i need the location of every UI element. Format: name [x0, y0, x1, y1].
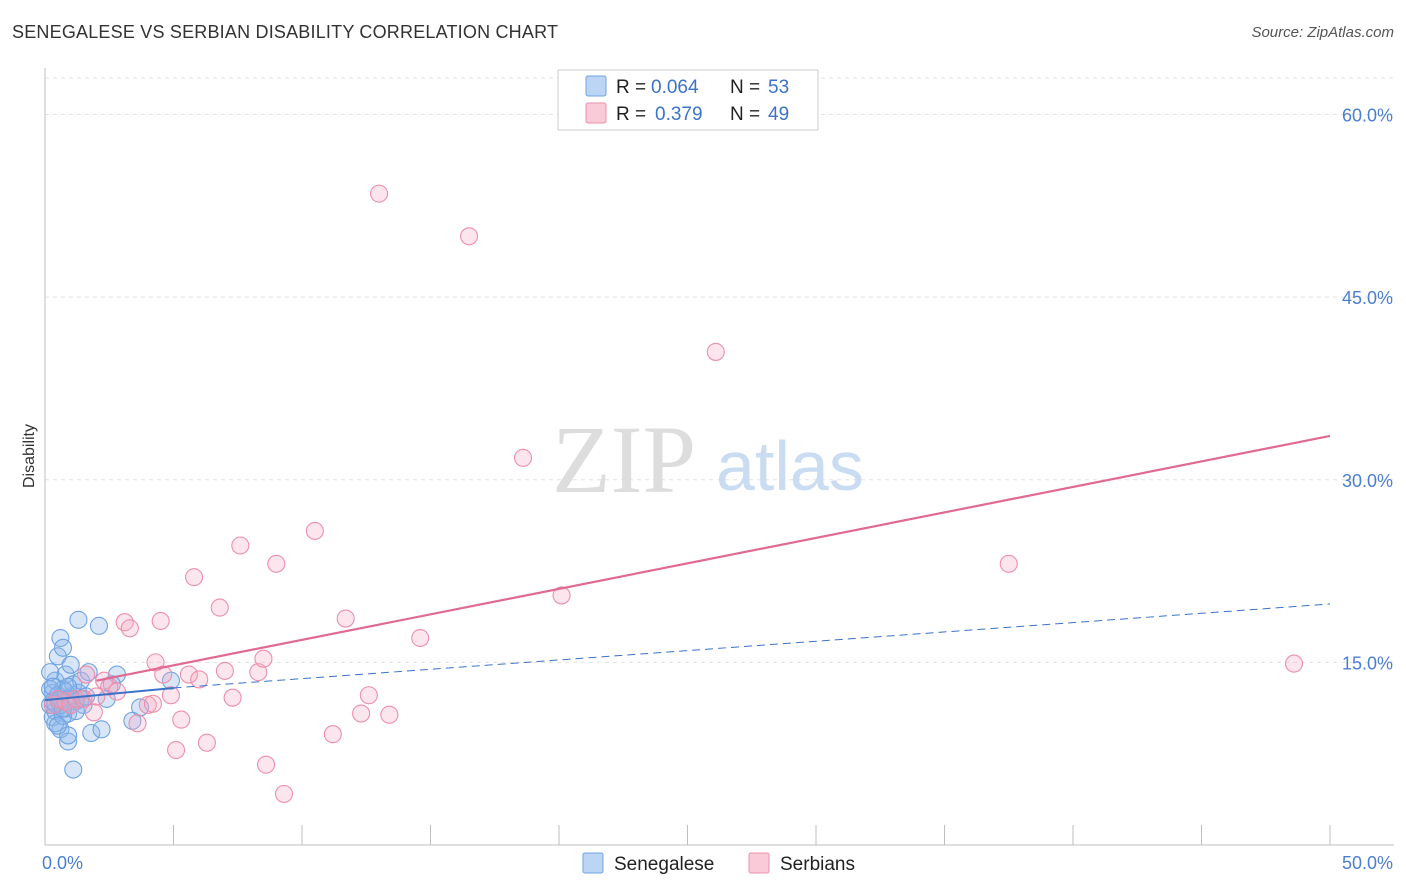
senegalese-point-5 — [48, 647, 67, 666]
bottom-legend-serbians: Serbians — [780, 854, 855, 875]
senegalese-point-37 — [46, 714, 65, 733]
serbian-point-27 — [210, 598, 229, 617]
serbian-point-48 — [999, 554, 1018, 573]
serbian-point-24 — [185, 568, 204, 587]
serbian-point-13 — [120, 619, 139, 638]
data-points — [41, 184, 1304, 803]
serbian-point-25 — [190, 670, 209, 689]
serbian-point-37 — [323, 725, 342, 744]
senegalese-point-26 — [79, 663, 98, 682]
serbian-point-30 — [231, 536, 250, 555]
serbian-point-47 — [706, 342, 725, 361]
senegalese-point-27 — [82, 723, 101, 743]
serbian-point-32 — [254, 649, 273, 668]
legend-swatch-serbians — [585, 102, 607, 124]
serbian-point-45 — [513, 448, 533, 467]
senegalese-point-9 — [53, 638, 73, 657]
senegalese-point-15 — [61, 655, 80, 674]
senegalese-point-18 — [64, 760, 83, 779]
y-axis-label: Disability — [21, 424, 38, 488]
x-tick-label-0: 0.0% — [42, 853, 83, 873]
serbian-point-38 — [336, 609, 355, 628]
serbian-trend-line — [96, 434, 1331, 682]
senegalese-point-48 — [48, 716, 67, 735]
watermark-zip: ZIP — [552, 406, 696, 513]
serbian-point-36 — [305, 521, 324, 540]
serbian-point-40 — [359, 686, 378, 705]
legend-swatch-senegalese — [585, 75, 607, 97]
serbian-point-42 — [370, 184, 389, 203]
serbian-point-16 — [143, 694, 162, 713]
y-tick-label-2: 45.0% — [1342, 288, 1393, 308]
serbian-point-23 — [179, 665, 198, 684]
senegalese-point-45 — [41, 663, 60, 682]
senegalese-point-14 — [59, 732, 78, 751]
serbian-point-6 — [77, 665, 96, 684]
senegalese-trend-solid — [44, 686, 174, 702]
bottom-legend: Senegalese Serbians — [582, 852, 855, 875]
serbian-point-29 — [223, 688, 242, 707]
serbian-point-18 — [151, 611, 170, 631]
serbian-point-20 — [161, 686, 180, 705]
y-tick-labels: 15.0% 30.0% 45.0% 60.0% — [1342, 106, 1393, 674]
legend-r-label-1: R = — [616, 77, 646, 98]
serbian-point-44 — [459, 227, 479, 246]
source-label: Source: ZipAtlas.com — [1251, 24, 1394, 41]
y-tick-label-0: 15.0% — [1342, 653, 1393, 673]
senegalese-point-32 — [123, 711, 142, 730]
y-tick-label-1: 30.0% — [1342, 471, 1393, 491]
senegalese-point-28 — [89, 616, 109, 635]
legend-n-label-2: N = — [730, 104, 760, 125]
legend-n-value-1: 53 — [768, 77, 789, 98]
serbian-point-39 — [352, 704, 371, 723]
bottom-legend-swatch-serbians — [748, 852, 770, 874]
x-tick-labels: 0.0% 50.0% — [42, 853, 1393, 873]
y-tick-label-3: 60.0% — [1342, 106, 1393, 126]
serbian-point-14 — [128, 714, 147, 733]
serbian-point-34 — [267, 554, 286, 573]
watermark-atlas: atlas — [716, 427, 864, 505]
legend-r-value-1: 0.064 — [651, 77, 699, 98]
serbian-point-28 — [215, 661, 234, 680]
serbian-point-49 — [1284, 654, 1304, 673]
legend-n-label-1: N = — [730, 77, 760, 98]
axes — [44, 68, 1394, 846]
senegalese-point-29 — [92, 720, 111, 739]
serbian-point-43 — [411, 628, 430, 648]
legend: R = 0.064 N = 53 R = 0.379 N = 49 — [557, 69, 819, 131]
serbian-point-31 — [249, 663, 268, 682]
serbian-point-35 — [274, 784, 294, 803]
senegalese-point-24 — [69, 610, 88, 629]
serbian-point-19 — [154, 665, 173, 684]
legend-r-value-2: 0.379 — [655, 104, 703, 125]
serbian-point-7 — [84, 703, 103, 722]
legend-n-value-2: 49 — [768, 104, 789, 125]
serbian-point-41 — [380, 705, 399, 724]
chart-title: SENEGALESE VS SERBIAN DISABILITY CORRELA… — [12, 22, 559, 42]
trend-lines — [44, 434, 1331, 702]
legend-r-label-2: R = — [616, 104, 646, 125]
serbian-point-21 — [167, 740, 186, 760]
watermark: ZIP atlas — [552, 406, 864, 513]
serbian-point-33 — [256, 755, 276, 774]
serbian-point-46 — [552, 586, 571, 605]
senegalese-trend-dashed — [173, 603, 1331, 689]
serbian-point-11 — [107, 682, 127, 701]
serbian-point-22 — [172, 710, 191, 729]
bottom-legend-senegalese: Senegalese — [614, 854, 714, 875]
serbian-point-26 — [197, 733, 216, 752]
bottom-legend-swatch-senegalese — [582, 852, 604, 874]
grid-lines — [45, 77, 1394, 663]
x-tick-label-1: 50.0% — [1342, 853, 1393, 873]
